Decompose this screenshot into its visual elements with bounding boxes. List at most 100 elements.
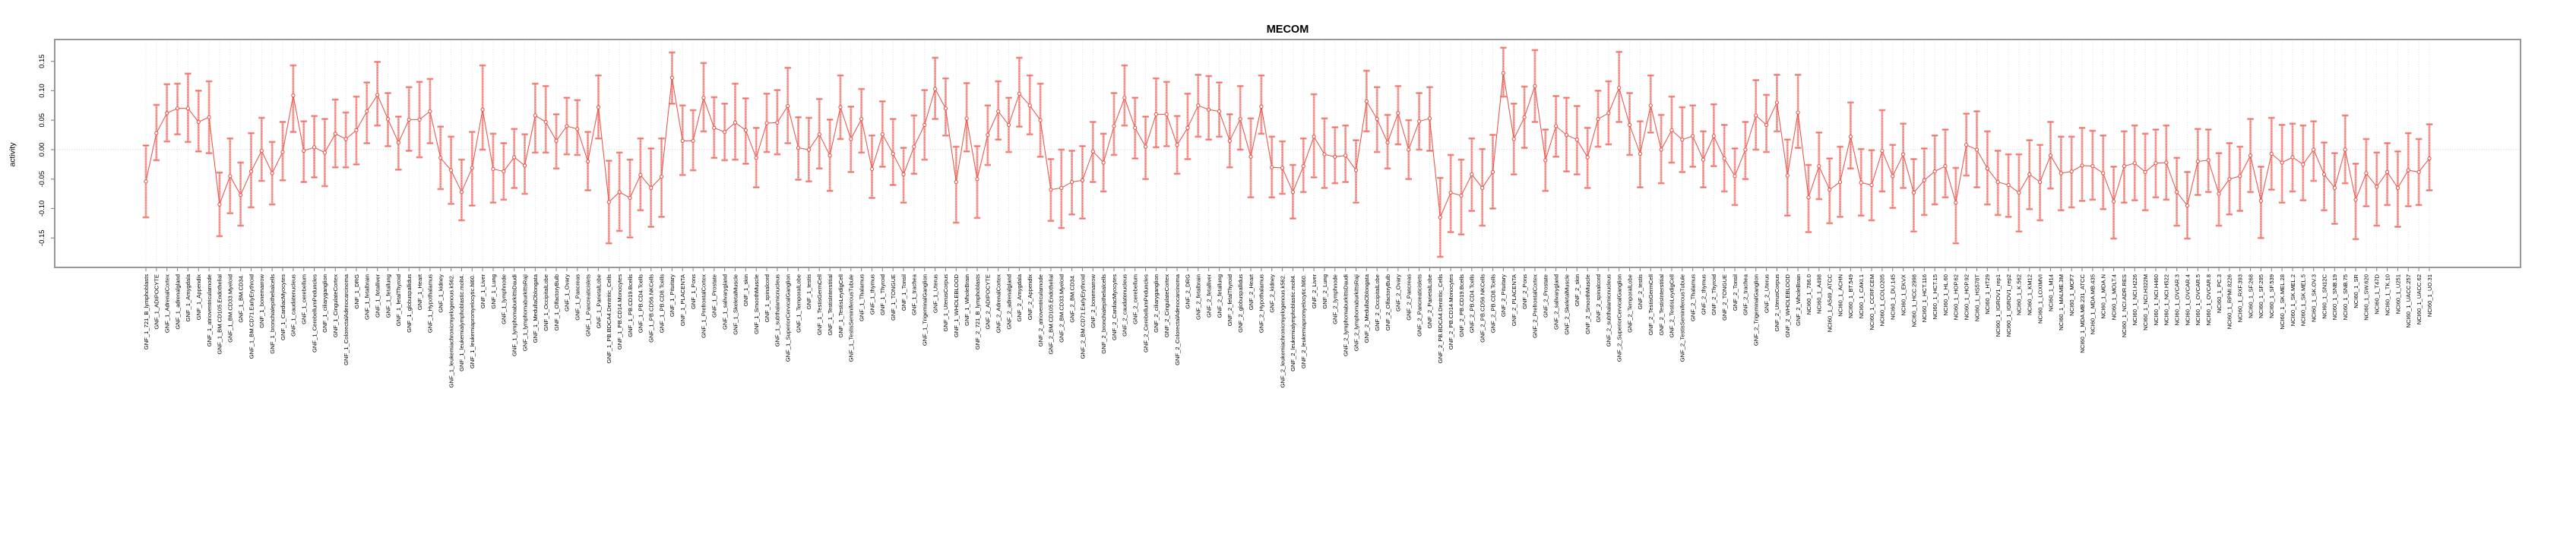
data-point — [943, 106, 948, 111]
x-tick-label: NCI60_1_SN12C — [2321, 274, 2328, 318]
data-point — [2175, 190, 2179, 194]
data-point — [649, 185, 653, 190]
x-tick-label: GNF_2_PB.CD19.Bcells — [1458, 274, 1465, 337]
x-tick-label: GNF_2_TestisLeydigCell — [1669, 274, 1676, 338]
data-point — [1922, 178, 1926, 182]
x-tick-label: GNF_1_PB.CD14.Monocytes — [616, 274, 623, 349]
data-point — [554, 138, 559, 143]
data-point — [754, 156, 758, 160]
x-tick-label: GNF_2_PB.CD8.Tcells — [1489, 274, 1496, 333]
x-tick-label: GNF_2_ParietalLobe — [1426, 274, 1433, 328]
x-tick-label: GNF_2_CardiacMyocytes — [1111, 274, 1118, 340]
data-point — [2038, 179, 2043, 185]
data-point — [2195, 159, 2200, 164]
data-point — [1427, 116, 1432, 121]
data-point — [1964, 143, 1969, 147]
data-point — [1280, 166, 1285, 170]
x-tick-label: GNF_2_trachea — [1742, 274, 1749, 315]
x-tick-label: GNF_1_BM.CD71.EarlyErythroid — [248, 274, 255, 359]
x-tick-label: NCI60_1_SK.MEL.2 — [2290, 274, 2296, 326]
data-point — [2280, 160, 2284, 165]
data-point — [228, 174, 233, 179]
data-point — [1227, 138, 1232, 143]
x-tick-label: NCI60_1_DU.145 — [1890, 274, 1897, 320]
data-point — [1533, 84, 1537, 88]
data-point — [2353, 198, 2358, 202]
x-tick-label: NCI60_1_MDA.N — [2100, 274, 2107, 319]
data-point — [712, 125, 717, 130]
data-point — [343, 137, 348, 141]
data-point — [891, 151, 895, 157]
data-point — [2048, 153, 2053, 158]
x-tick-label: NCI60_1_SW.620 — [2363, 274, 2370, 321]
x-tick-label: GNF_2_Pancreas — [1406, 274, 1413, 321]
data-point — [1543, 158, 1548, 163]
x-tick-label: GNF_2_Uterus — [1763, 274, 1770, 313]
x-tick-label: NCI60_1_COLO205 — [1879, 274, 1886, 326]
data-point — [1322, 152, 1327, 157]
data-point — [2143, 169, 2147, 175]
x-tick-label: GNF_1_Uterus — [932, 274, 938, 313]
x-tick-label: GNF_2_atrioventricularnode — [1037, 274, 1044, 346]
data-point — [817, 132, 821, 137]
x-tick-label: GNF_1_TestisInterstitial — [827, 274, 834, 336]
data-point — [1553, 124, 1559, 128]
x-tick-label: GNF_2_SmoothMuscle — [1584, 274, 1591, 334]
gridlines — [145, 40, 2430, 267]
x-tick-label: GNF_2_721_B_lymphoblasts — [974, 274, 981, 349]
x-tick-label: GNF_1_SkeletalMuscle — [732, 274, 739, 335]
x-tick-label: GNF_2_Prostate — [1543, 274, 1549, 318]
data-point — [1027, 103, 1032, 108]
x-tick-label: GNF_1_globuspallidus — [406, 274, 413, 333]
data-point — [2375, 185, 2379, 189]
x-tick-label: NCI60_1_SK.MEL.28 — [2279, 274, 2286, 330]
data-point — [1301, 164, 1305, 169]
data-point — [1059, 185, 1064, 190]
data-point — [144, 179, 148, 184]
x-tick-label: GNF_2_Pons — [1521, 274, 1528, 309]
data-point — [1385, 141, 1390, 145]
x-tick-label: GNF_1_PB.CD8.Tcells — [658, 274, 665, 333]
data-point — [1585, 155, 1590, 160]
x-tick-label: GNF_2_OccipitalLobe — [1374, 274, 1381, 331]
x-tick-label: NCI60_1_HOP.62 — [1953, 274, 1960, 320]
x-tick-label: GNF_2_lymphomaburkittsDaudi — [1342, 274, 1349, 356]
x-tick-label: GNF_2_bonemarrow — [1090, 274, 1097, 327]
x-tick-label: GNF_2_OlfactoryBulb — [1385, 274, 1391, 330]
x-tick-label: NCI60_1_OVCAR.8 — [2205, 274, 2212, 326]
x-tick-label: NCI60_1_786.0 — [1805, 274, 1812, 315]
x-tick-label: GNF_1_CingulateCortex — [332, 274, 339, 337]
x-tick-label: GNF_1_thymus — [869, 274, 875, 315]
data-point — [986, 132, 990, 138]
x-tick-label: NCI60_1_HT29 — [1984, 274, 1991, 315]
data-point — [1133, 125, 1138, 130]
data-point — [239, 193, 243, 198]
data-point — [175, 106, 180, 111]
x-tick-label: NCI60_1_OVCAR.4 — [2184, 274, 2191, 326]
data-point — [280, 150, 285, 154]
data-point — [1648, 103, 1653, 108]
data-point — [312, 145, 317, 150]
data-point — [1122, 96, 1127, 100]
x-tick-label: NCI60_1_SF.268 — [2247, 274, 2254, 318]
data-point — [1270, 165, 1274, 169]
data-point — [1911, 190, 1916, 195]
x-tick-label: GNF_2_PB.CD14.Monocytes — [1448, 274, 1454, 349]
data-point — [1701, 157, 1706, 162]
x-tick-label: GNF_1_fetalThyroid — [395, 274, 402, 326]
x-tick-label: GNF_1_Pancreaticislets — [584, 274, 591, 337]
data-point — [375, 93, 380, 97]
x-tick-label: GNF_1_Liver — [479, 274, 486, 309]
data-point — [1480, 185, 1485, 190]
x-tick-label: GNF_2_skin — [1574, 274, 1581, 306]
x-tick-label: GNF_2_Hypothalamus — [1258, 274, 1265, 333]
x-tick-label: GNF_1_skin — [742, 274, 749, 306]
x-tick-label: GNF_1_Thyroid — [879, 274, 886, 315]
data-point — [1627, 122, 1632, 128]
x-tick-label: GNF_1_TrigeminalGanglion — [922, 274, 929, 346]
data-point — [764, 121, 769, 125]
x-tick-label: GNF_2_CerebellumPeduncles — [1142, 274, 1149, 353]
data-point — [407, 117, 411, 122]
data-point — [659, 174, 664, 179]
x-tick-label: NCI60_1_UACC.62 — [2416, 274, 2423, 324]
